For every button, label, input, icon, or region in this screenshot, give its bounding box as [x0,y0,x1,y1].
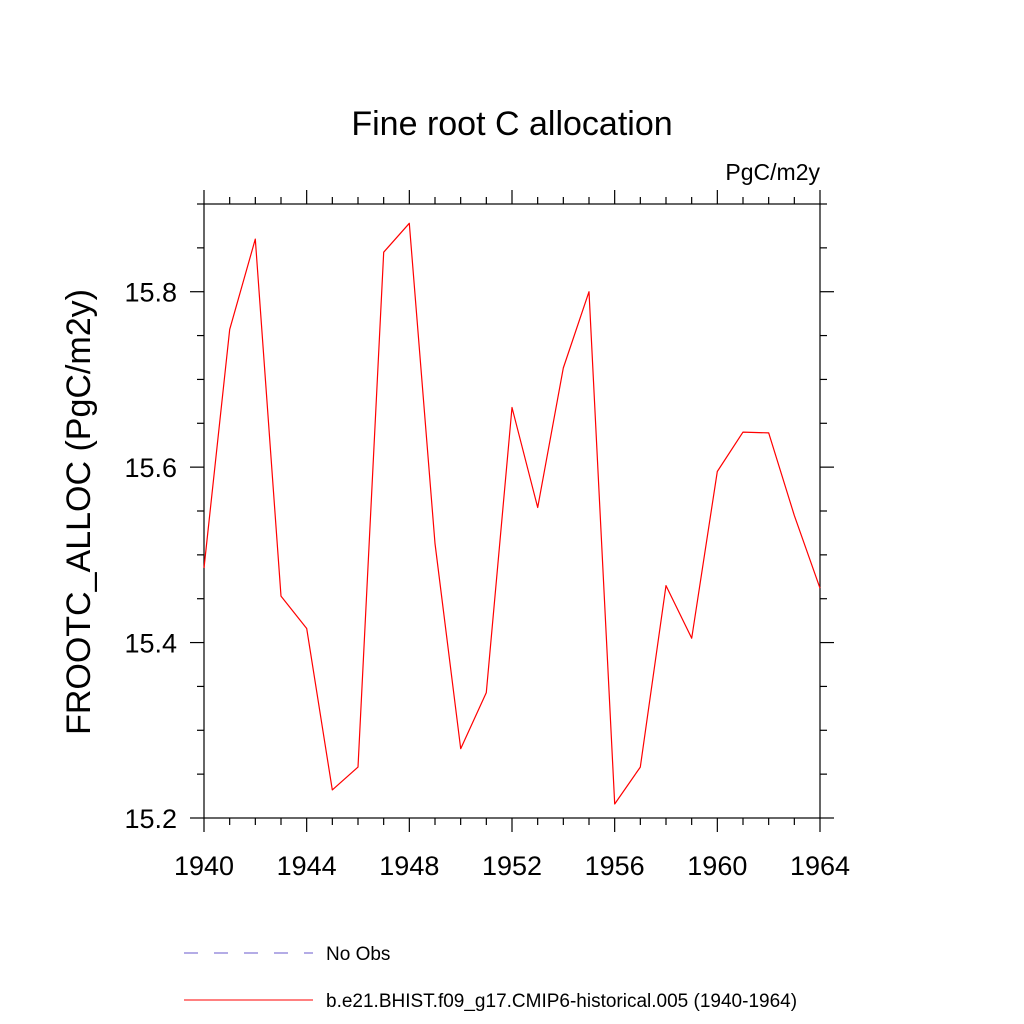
x-tick-label: 1948 [379,851,439,881]
y-tick-label: 15.4 [124,629,177,659]
legend: No Obs b.e21.BHIST.f09_g17.CMIP6-historic… [184,944,797,1012]
legend-label: No Obs [326,944,390,965]
plot-frame [203,203,821,819]
y-tick-label: 15.2 [124,804,177,834]
x-tick-label: 1960 [687,851,747,881]
units-label: PgC/m2y [725,159,820,185]
y-tick-labels: 15.2 15.4 15.6 15.8 [124,278,177,834]
tick-marks [190,190,834,832]
series-group [203,222,821,805]
y-axis-label: FROOTC_ALLOC (PgC/m2y) [60,289,98,735]
y-tick-label: 15.8 [124,278,177,308]
legend-label: b.e21.BHIST.f09_g17.CMIP6-historical.005… [326,991,797,1012]
chart-title: Fine root C allocation [351,105,672,143]
x-tick-label: 1952 [482,851,542,881]
x-tick-label: 1956 [585,851,645,881]
series-line [203,222,821,805]
y-tick-label: 15.6 [124,453,177,483]
x-tick-labels: 1940 1944 1948 1952 1956 1960 1964 [174,851,850,881]
x-tick-label: 1944 [277,851,337,881]
x-tick-label: 1964 [790,851,850,881]
x-tick-label: 1940 [174,851,234,881]
